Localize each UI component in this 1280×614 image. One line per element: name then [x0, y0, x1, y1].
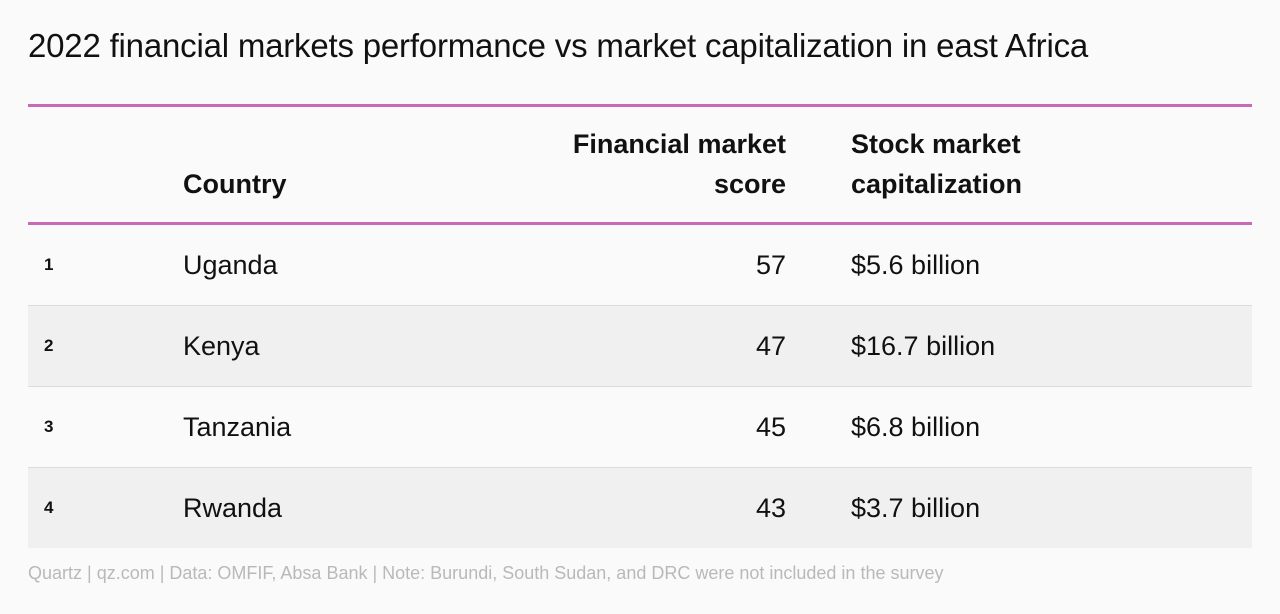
- table-row: 3 Tanzania 45 $6.8 billion: [28, 387, 1252, 468]
- header-financial-market-score: Financial market score: [506, 124, 786, 204]
- score-cell: 45: [755, 412, 786, 442]
- score-cell: 47: [755, 331, 786, 361]
- rank-cell: 3: [44, 417, 54, 436]
- country-cell: Rwanda: [183, 493, 283, 523]
- country-cell: Kenya: [183, 331, 260, 361]
- rank-cell: 2: [44, 336, 54, 355]
- source-footer: Quartz | qz.com | Data: OMFIF, Absa Bank…: [28, 563, 944, 583]
- country-cell: Tanzania: [183, 412, 292, 442]
- score-cell: 43: [755, 493, 786, 523]
- header-cap-line2: capitalization: [851, 169, 1023, 199]
- table-row: 1 Uganda 57 $5.6 billion: [28, 225, 1252, 306]
- chart-title: 2022 financial markets performance vs ma…: [28, 27, 1089, 64]
- rank-cell: 1: [44, 255, 54, 274]
- header-cap-line1: Stock market: [851, 129, 1021, 159]
- header-score-line1: Financial market: [572, 129, 786, 159]
- header-country: Country: [183, 169, 287, 199]
- capitalization-cell: $16.7 billion: [851, 331, 996, 361]
- table-row: 4 Rwanda 43 $3.7 billion: [28, 468, 1252, 548]
- capitalization-cell: $3.7 billion: [851, 493, 981, 523]
- top-rule: [28, 104, 1252, 107]
- rank-cell: 4: [44, 498, 54, 517]
- table-row: 2 Kenya 47 $16.7 billion: [28, 306, 1252, 387]
- table-header: Country Financial market score Stock mar…: [28, 107, 1252, 222]
- header-rule: [28, 222, 1252, 225]
- country-cell: Uganda: [183, 250, 278, 280]
- data-table: Country Financial market score Stock mar…: [28, 104, 1252, 548]
- capitalization-cell: $6.8 billion: [851, 412, 981, 442]
- header-score-line2: score: [713, 169, 786, 199]
- score-cell: 57: [755, 250, 786, 280]
- capitalization-cell: $5.6 billion: [851, 250, 981, 280]
- header-stock-market-capitalization: Stock market capitalization: [851, 124, 1151, 204]
